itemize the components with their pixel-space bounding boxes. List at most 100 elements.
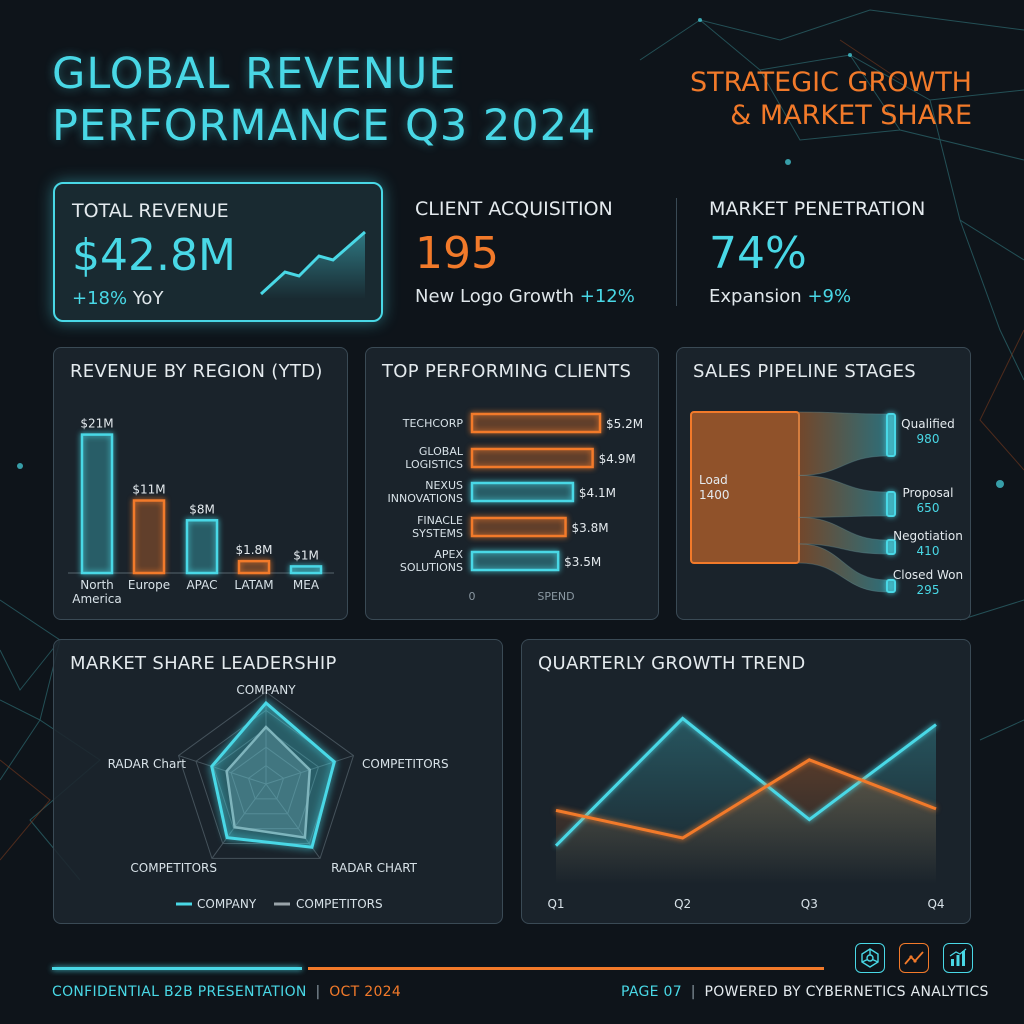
- region-tick-label-0: North: [80, 578, 114, 592]
- client-tick-label-3: FINACLE: [417, 514, 463, 527]
- radar-legend-label-1: COMPETITORS: [296, 897, 383, 911]
- client-tick-label-1-1: LOGISTICS: [405, 458, 463, 471]
- client-bar-4: [470, 550, 560, 572]
- pipeline-stage-value-1: 650: [917, 501, 940, 515]
- region-data-label-0: $21M: [80, 417, 113, 431]
- region-tick-label-1: Europe: [128, 578, 170, 592]
- panel-revenue-by-region: REVENUE BY REGION (YTD) $21M North America…: [53, 347, 348, 620]
- line-chart-icon[interactable]: [899, 943, 929, 973]
- kpi-market-sub-text: Expansion: [709, 286, 802, 307]
- pipeline-stage-node-3: [886, 579, 896, 593]
- footer-right: PAGE 07 | POWERED BY CYBERNETICS ANALYTI…: [621, 984, 989, 1000]
- client-data-label-2: $4.1M: [579, 486, 616, 500]
- footer-page: PAGE 07: [621, 984, 682, 1000]
- client-bar-3: [470, 516, 567, 538]
- kpi-market-label: MARKET PENETRATION: [709, 198, 926, 220]
- page-title: GLOBAL REVENUE PERFORMANCE Q3 2024: [52, 48, 596, 152]
- bar-chart-icon[interactable]: [943, 943, 973, 973]
- region-data-label-3: $1.8M: [235, 543, 272, 557]
- client-tick-label-2: NEXUS: [425, 479, 463, 492]
- radar-spoke-4: [178, 755, 267, 785]
- kpi-total-revenue[interactable]: TOTAL REVENUE $42.8M +18% YoY: [53, 182, 383, 322]
- client-axis-tick-0: 0: [469, 590, 476, 603]
- radar-spoke-3: [211, 783, 267, 859]
- kpi-revenue-change-value: +18%: [72, 288, 128, 309]
- kpi-market-penetration[interactable]: MARKET PENETRATION 74% Expansion +9%: [692, 182, 972, 322]
- footer-bar-cyan: [52, 967, 302, 970]
- region-tick-label-4: MEA: [293, 578, 320, 592]
- client-tick-label-4: APEX: [434, 548, 463, 561]
- trend-line-0: [554, 716, 937, 847]
- region-tick-label-2: APAC: [186, 578, 217, 592]
- radar-axis-label-0: COMPANY: [236, 683, 296, 697]
- market-share-radar-chart: COMPANY COMPETITORS RADAR CHART COMPETITORS…: [108, 683, 449, 911]
- network-icon[interactable]: [855, 943, 885, 973]
- kpi-revenue-change-suffix: YoY: [132, 288, 164, 309]
- trend-tick-label-2: Q3: [801, 897, 818, 911]
- pipeline-stage-node-0: [886, 413, 896, 457]
- panel-title-clients: TOP PERFORMING CLIENTS: [382, 361, 632, 382]
- client-bar-2: [470, 481, 575, 503]
- kpi-clients-sub: New Logo Growth +12%: [415, 286, 635, 307]
- region-bar-0: [80, 433, 114, 575]
- pipeline-flow-1: [798, 474, 888, 518]
- trend-tick-label-1: Q2: [674, 897, 691, 911]
- radar-grid-0: [247, 764, 285, 800]
- kpi-clients-value: 195: [415, 228, 499, 279]
- title-line-1: GLOBAL REVENUE: [52, 49, 457, 99]
- client-tick-label-3-1: SYSTEMS: [412, 527, 463, 540]
- trend-tick-label-3: Q4: [927, 897, 944, 911]
- radar-series-1: [225, 725, 312, 840]
- kpi-client-acquisition[interactable]: CLIENT ACQUISITION 195 New Logo Growth +…: [398, 182, 668, 322]
- footer-left: CONFIDENTIAL B2B PRESENTATION | OCT 2024: [52, 984, 401, 1000]
- radar-grid-1: [230, 746, 302, 815]
- radar-axis-label-3: COMPETITORS: [130, 861, 217, 875]
- kpi-clients-sub-text: New Logo Growth: [415, 286, 575, 307]
- kpi-market-value: 74%: [709, 228, 807, 279]
- region-data-label-2: $8M: [189, 502, 215, 516]
- trend-sparkline-icon: [259, 230, 366, 299]
- client-data-label-4: $3.5M: [564, 555, 601, 569]
- region-bar-1: [132, 499, 166, 575]
- panel-sales-pipeline: SALES PIPELINE STAGES Load 1400 Qualified 9…: [676, 347, 971, 620]
- radar-series-0: [210, 700, 336, 849]
- client-bar-0: [470, 412, 602, 434]
- region-tick-label-0-1: America: [72, 592, 122, 606]
- kpi-market-sub: Expansion +9%: [709, 286, 851, 307]
- pipeline-stage-value-2: 410: [917, 544, 940, 558]
- panel-top-clients: TOP PERFORMING CLIENTS $5.2M TECHCORP $4.9…: [365, 347, 659, 620]
- kpi-revenue-label: TOTAL REVENUE: [72, 200, 229, 222]
- kpi-revenue-value: $42.8M: [72, 230, 236, 281]
- pipeline-stage-node-2: [886, 539, 896, 555]
- footer-powered: POWERED BY CYBERNETICS ANALYTICS: [704, 984, 989, 1000]
- panel-title-region: REVENUE BY REGION (YTD): [70, 361, 323, 382]
- panel-title-trend: QUARTERLY GROWTH TREND: [538, 653, 806, 674]
- pipeline-stage-name-1: Proposal: [903, 486, 954, 500]
- pipeline-stage-name-2: Negotiation: [893, 529, 963, 543]
- subtitle-line-2: & MARKET SHARE: [730, 100, 972, 131]
- subtitle-line-1: STRATEGIC GROWTH: [690, 67, 972, 98]
- pipeline-stage-name-0: Qualified: [901, 417, 955, 431]
- quarterly-trend-chart: Q1 Q2 Q3 Q4: [547, 716, 945, 911]
- region-bar-3: [237, 559, 271, 575]
- footer-bar-orange: [308, 967, 824, 970]
- client-data-label-0: $5.2M: [606, 417, 643, 431]
- page-subtitle: STRATEGIC GROWTH & MARKET SHARE: [640, 66, 972, 132]
- panel-title-share: MARKET SHARE LEADERSHIP: [70, 653, 337, 674]
- region-bar-2: [185, 519, 219, 575]
- pipeline-stage-value-0: 980: [917, 432, 940, 446]
- kpi-divider: [676, 198, 677, 306]
- pipeline-flow-0: [798, 411, 888, 476]
- kpi-market-change: +9%: [807, 286, 852, 307]
- pipeline-stage-name-3: Closed Won: [893, 568, 963, 582]
- pipeline-stage-value-3: 295: [917, 583, 940, 597]
- region-data-label-1: $11M: [132, 483, 165, 497]
- footer-separator-2: |: [690, 984, 696, 1000]
- trend-line-1: [555, 758, 937, 840]
- client-tick-label-0: TECHCORP: [402, 417, 464, 430]
- client-tick-label-1: GLOBAL: [419, 445, 464, 458]
- client-data-label-3: $3.8M: [572, 521, 609, 535]
